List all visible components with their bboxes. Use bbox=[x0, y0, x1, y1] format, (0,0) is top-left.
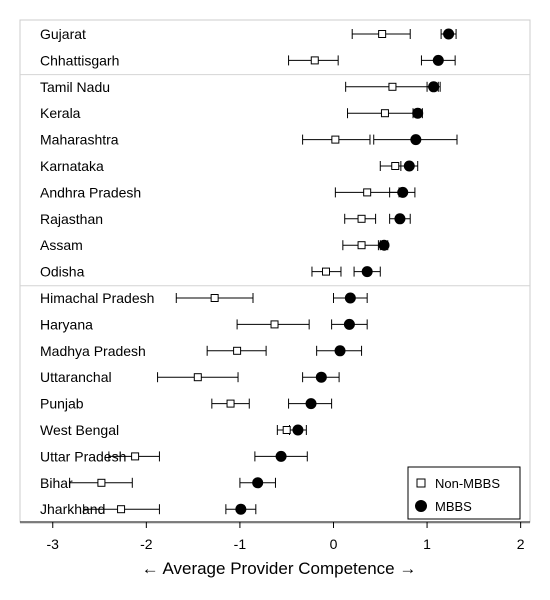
legend-marker-non-mbbs bbox=[416, 478, 426, 488]
non-mbbs-point bbox=[391, 162, 400, 170]
legend-marker-mbbs bbox=[415, 500, 427, 512]
state-label: Andhra Pradesh bbox=[40, 184, 141, 200]
mbbs-point bbox=[378, 239, 390, 251]
state-label: Chhattisgarh bbox=[40, 52, 119, 68]
state-label: Uttaranchal bbox=[40, 369, 112, 385]
x-axis-title: ← Average Provider Competence → bbox=[142, 559, 417, 578]
mbbs-point bbox=[410, 134, 422, 146]
x-tick-label: 0 bbox=[330, 536, 338, 552]
state-label: Tamil Nadu bbox=[40, 79, 110, 95]
non-mbbs-point bbox=[193, 373, 202, 382]
non-mbbs-point bbox=[131, 452, 140, 461]
state-label: Bihar bbox=[40, 475, 73, 491]
non-mbbs-point bbox=[282, 426, 291, 434]
state-label: West Bengal bbox=[40, 422, 119, 438]
non-mbbs-point bbox=[357, 241, 366, 250]
legend: Non-MBBS MBBS bbox=[407, 466, 521, 520]
mbbs-point bbox=[397, 186, 409, 198]
x-tick-label: -1 bbox=[234, 536, 247, 552]
mbbs-point bbox=[443, 28, 455, 40]
state-label: Haryana bbox=[40, 316, 93, 332]
x-tick-label: 1 bbox=[423, 536, 431, 552]
mbbs-point bbox=[403, 160, 415, 172]
non-mbbs-point bbox=[322, 267, 330, 276]
non-mbbs-point bbox=[233, 346, 242, 355]
non-mbbs-point bbox=[363, 188, 372, 197]
state-label: Himachal Pradesh bbox=[40, 290, 154, 306]
mbbs-point bbox=[394, 213, 406, 225]
non-mbbs-point bbox=[226, 399, 235, 408]
state-label: Rajasthan bbox=[40, 211, 103, 227]
state-label: Karnataka bbox=[40, 158, 104, 174]
non-mbbs-point bbox=[97, 478, 106, 487]
mbbs-point bbox=[315, 371, 327, 383]
mbbs-point bbox=[344, 292, 356, 304]
non-mbbs-point bbox=[270, 320, 279, 329]
state-label: Assam bbox=[40, 237, 83, 253]
state-label: Jharkhand bbox=[40, 501, 105, 517]
non-mbbs-point bbox=[117, 505, 126, 514]
x-tick-label: -3 bbox=[47, 536, 60, 552]
non-mbbs-point bbox=[357, 214, 366, 223]
x-tick-label: 2 bbox=[517, 536, 525, 552]
plot-area: -3 -2 -1 0 1 2 Gujarat Chhattisgarh Tamil Nadu Ke… bbox=[19, 19, 531, 552]
mbbs-point bbox=[235, 503, 247, 515]
mbbs-point bbox=[275, 450, 287, 462]
legend-label-mbbs: MBBS bbox=[435, 499, 472, 514]
mbbs-point bbox=[432, 54, 444, 66]
mbbs-point bbox=[343, 318, 355, 330]
state-label: Madhya Pradesh bbox=[40, 343, 146, 359]
non-mbbs-point bbox=[331, 135, 340, 144]
mbbs-point bbox=[252, 477, 264, 489]
mbbs-point bbox=[292, 424, 304, 436]
state-label: Odisha bbox=[40, 264, 85, 280]
non-mbbs-point bbox=[380, 109, 389, 118]
state-label: Gujarat bbox=[40, 26, 86, 42]
non-mbbs-point bbox=[388, 82, 397, 91]
mbbs-point bbox=[428, 81, 440, 93]
mbbs-point bbox=[412, 107, 424, 119]
state-label: Kerala bbox=[40, 105, 81, 121]
legend-label-non-mbbs: Non-MBBS bbox=[435, 476, 500, 491]
state-label: Uttar Pradesh bbox=[40, 448, 126, 464]
mbbs-point bbox=[361, 266, 373, 278]
mbbs-point bbox=[305, 398, 317, 410]
state-label: Maharashtra bbox=[40, 132, 119, 148]
x-tick-label: -2 bbox=[140, 536, 153, 552]
mbbs-point bbox=[334, 345, 346, 357]
non-mbbs-point bbox=[378, 30, 387, 38]
state-label: Punjab bbox=[40, 396, 84, 412]
non-mbbs-point bbox=[210, 294, 219, 302]
legend-box bbox=[407, 466, 521, 520]
non-mbbs-point bbox=[310, 56, 319, 65]
